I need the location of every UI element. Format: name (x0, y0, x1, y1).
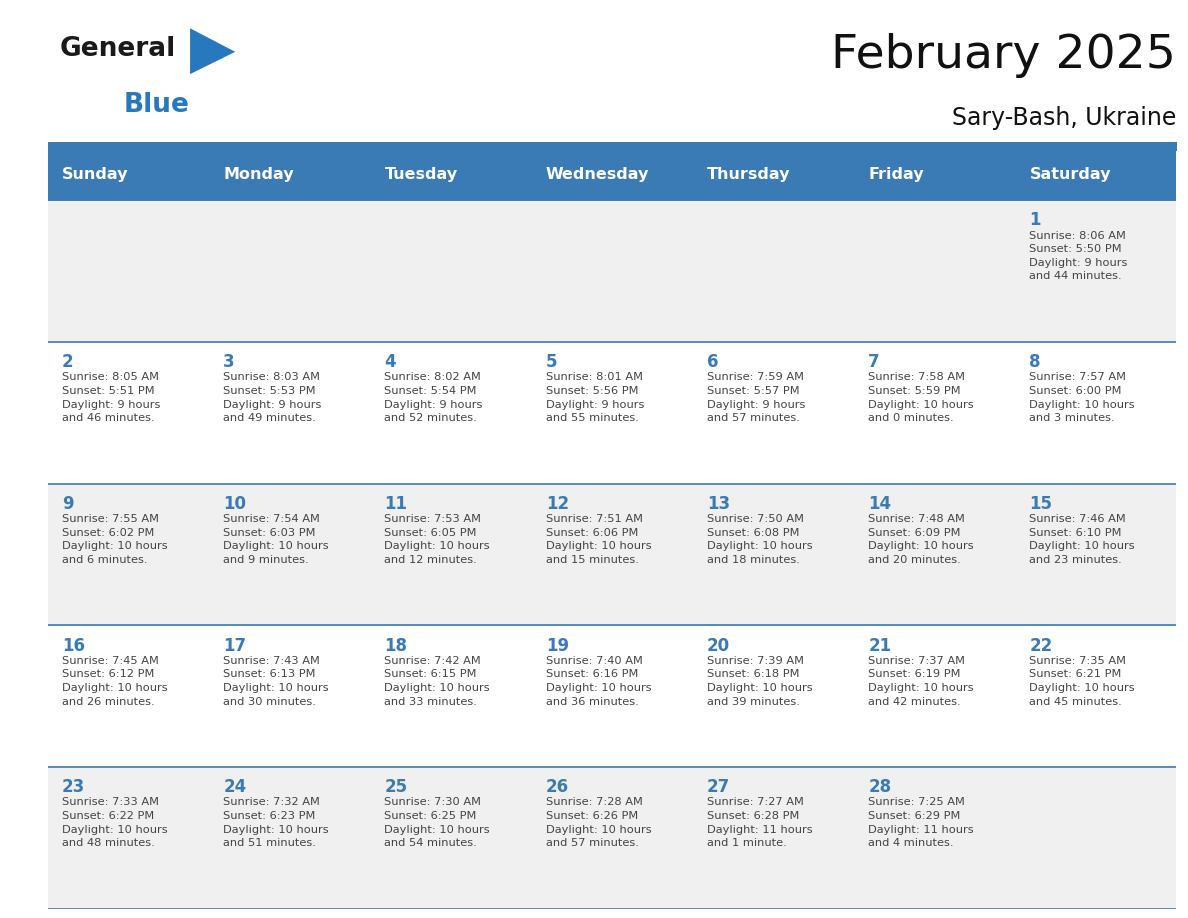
Text: Sunrise: 8:06 AM
Sunset: 5:50 PM
Daylight: 9 hours
and 44 minutes.: Sunrise: 8:06 AM Sunset: 5:50 PM Dayligh… (1029, 230, 1127, 282)
Text: Sunrise: 7:37 AM
Sunset: 6:19 PM
Daylight: 10 hours
and 42 minutes.: Sunrise: 7:37 AM Sunset: 6:19 PM Dayligh… (868, 655, 974, 707)
Text: 3: 3 (223, 353, 235, 371)
Text: Sunrise: 7:50 AM
Sunset: 6:08 PM
Daylight: 10 hours
and 18 minutes.: Sunrise: 7:50 AM Sunset: 6:08 PM Dayligh… (707, 514, 813, 565)
Text: Sunrise: 7:51 AM
Sunset: 6:06 PM
Daylight: 10 hours
and 15 minutes.: Sunrise: 7:51 AM Sunset: 6:06 PM Dayligh… (545, 514, 651, 565)
Text: Sunrise: 7:59 AM
Sunset: 5:57 PM
Daylight: 9 hours
and 57 minutes.: Sunrise: 7:59 AM Sunset: 5:57 PM Dayligh… (707, 373, 805, 423)
Text: 6: 6 (707, 353, 719, 371)
Text: Sunrise: 7:27 AM
Sunset: 6:28 PM
Daylight: 11 hours
and 1 minute.: Sunrise: 7:27 AM Sunset: 6:28 PM Dayligh… (707, 798, 813, 848)
Bar (209, 150, 369, 200)
Text: Sunrise: 8:02 AM
Sunset: 5:54 PM
Daylight: 9 hours
and 52 minutes.: Sunrise: 8:02 AM Sunset: 5:54 PM Dayligh… (385, 373, 482, 423)
Text: 20: 20 (707, 636, 731, 655)
Text: Sunrise: 8:05 AM
Sunset: 5:51 PM
Daylight: 9 hours
and 46 minutes.: Sunrise: 8:05 AM Sunset: 5:51 PM Dayligh… (62, 373, 160, 423)
Text: Tuesday: Tuesday (385, 167, 457, 183)
Bar (693, 150, 854, 200)
Text: Sunrise: 7:58 AM
Sunset: 5:59 PM
Daylight: 10 hours
and 0 minutes.: Sunrise: 7:58 AM Sunset: 5:59 PM Dayligh… (868, 373, 974, 423)
Text: Sunrise: 7:57 AM
Sunset: 6:00 PM
Daylight: 10 hours
and 3 minutes.: Sunrise: 7:57 AM Sunset: 6:00 PM Dayligh… (1029, 373, 1135, 423)
Bar (48, 625, 1176, 767)
Text: Sunrise: 7:33 AM
Sunset: 6:22 PM
Daylight: 10 hours
and 48 minutes.: Sunrise: 7:33 AM Sunset: 6:22 PM Dayligh… (62, 798, 168, 848)
Text: 22: 22 (1029, 636, 1053, 655)
Text: 24: 24 (223, 778, 246, 796)
Text: Sunrise: 7:40 AM
Sunset: 6:16 PM
Daylight: 10 hours
and 36 minutes.: Sunrise: 7:40 AM Sunset: 6:16 PM Dayligh… (545, 655, 651, 707)
Text: Saturday: Saturday (1029, 167, 1111, 183)
Bar (48, 767, 1176, 909)
Text: 7: 7 (868, 353, 880, 371)
Bar (531, 150, 693, 200)
Text: Sunrise: 7:55 AM
Sunset: 6:02 PM
Daylight: 10 hours
and 6 minutes.: Sunrise: 7:55 AM Sunset: 6:02 PM Dayligh… (62, 514, 168, 565)
Text: February 2025: February 2025 (832, 33, 1176, 78)
Text: 21: 21 (868, 636, 891, 655)
Text: 13: 13 (707, 495, 731, 513)
Text: 12: 12 (545, 495, 569, 513)
Text: 25: 25 (385, 778, 407, 796)
Bar (48, 342, 1176, 484)
Text: 23: 23 (62, 778, 86, 796)
Text: 28: 28 (868, 778, 891, 796)
Text: Blue: Blue (124, 92, 189, 118)
Text: Friday: Friday (868, 167, 924, 183)
Bar (48, 150, 209, 200)
Text: 15: 15 (1029, 495, 1053, 513)
Text: Sunrise: 7:45 AM
Sunset: 6:12 PM
Daylight: 10 hours
and 26 minutes.: Sunrise: 7:45 AM Sunset: 6:12 PM Dayligh… (62, 655, 168, 707)
Text: Sunrise: 7:54 AM
Sunset: 6:03 PM
Daylight: 10 hours
and 9 minutes.: Sunrise: 7:54 AM Sunset: 6:03 PM Dayligh… (223, 514, 329, 565)
Text: 19: 19 (545, 636, 569, 655)
Text: Sunday: Sunday (62, 167, 128, 183)
Text: 18: 18 (385, 636, 407, 655)
Text: Sunrise: 7:42 AM
Sunset: 6:15 PM
Daylight: 10 hours
and 33 minutes.: Sunrise: 7:42 AM Sunset: 6:15 PM Dayligh… (385, 655, 491, 707)
Text: 2: 2 (62, 353, 74, 371)
Text: Sunrise: 7:53 AM
Sunset: 6:05 PM
Daylight: 10 hours
and 12 minutes.: Sunrise: 7:53 AM Sunset: 6:05 PM Dayligh… (385, 514, 491, 565)
Text: 5: 5 (545, 353, 557, 371)
Text: Sunrise: 8:01 AM
Sunset: 5:56 PM
Daylight: 9 hours
and 55 minutes.: Sunrise: 8:01 AM Sunset: 5:56 PM Dayligh… (545, 373, 644, 423)
Bar (369, 150, 531, 200)
Text: 26: 26 (545, 778, 569, 796)
Text: Sunrise: 7:28 AM
Sunset: 6:26 PM
Daylight: 10 hours
and 57 minutes.: Sunrise: 7:28 AM Sunset: 6:26 PM Dayligh… (545, 798, 651, 848)
Bar (1015, 150, 1176, 200)
Text: Sunrise: 7:35 AM
Sunset: 6:21 PM
Daylight: 10 hours
and 45 minutes.: Sunrise: 7:35 AM Sunset: 6:21 PM Dayligh… (1029, 655, 1135, 707)
Text: Sunrise: 7:46 AM
Sunset: 6:10 PM
Daylight: 10 hours
and 23 minutes.: Sunrise: 7:46 AM Sunset: 6:10 PM Dayligh… (1029, 514, 1135, 565)
Polygon shape (190, 28, 235, 74)
Text: 8: 8 (1029, 353, 1041, 371)
Text: Wednesday: Wednesday (545, 167, 649, 183)
Text: 27: 27 (707, 778, 731, 796)
Text: 1: 1 (1029, 211, 1041, 230)
Text: Sunrise: 7:25 AM
Sunset: 6:29 PM
Daylight: 11 hours
and 4 minutes.: Sunrise: 7:25 AM Sunset: 6:29 PM Dayligh… (868, 798, 974, 848)
Text: Sunrise: 8:03 AM
Sunset: 5:53 PM
Daylight: 9 hours
and 49 minutes.: Sunrise: 8:03 AM Sunset: 5:53 PM Dayligh… (223, 373, 322, 423)
Text: Sunrise: 7:32 AM
Sunset: 6:23 PM
Daylight: 10 hours
and 51 minutes.: Sunrise: 7:32 AM Sunset: 6:23 PM Dayligh… (223, 798, 329, 848)
Bar (48, 200, 1176, 342)
Text: 17: 17 (223, 636, 246, 655)
Text: 14: 14 (868, 495, 891, 513)
Text: Monday: Monday (223, 167, 293, 183)
Text: General: General (59, 37, 176, 62)
Bar (48, 484, 1176, 625)
Text: 16: 16 (62, 636, 86, 655)
Text: Thursday: Thursday (707, 167, 790, 183)
Text: 10: 10 (223, 495, 246, 513)
Text: 9: 9 (62, 495, 74, 513)
Text: Sunrise: 7:39 AM
Sunset: 6:18 PM
Daylight: 10 hours
and 39 minutes.: Sunrise: 7:39 AM Sunset: 6:18 PM Dayligh… (707, 655, 813, 707)
Text: Sunrise: 7:48 AM
Sunset: 6:09 PM
Daylight: 10 hours
and 20 minutes.: Sunrise: 7:48 AM Sunset: 6:09 PM Dayligh… (868, 514, 974, 565)
Text: 4: 4 (385, 353, 396, 371)
Text: Sunrise: 7:30 AM
Sunset: 6:25 PM
Daylight: 10 hours
and 54 minutes.: Sunrise: 7:30 AM Sunset: 6:25 PM Dayligh… (385, 798, 491, 848)
Text: Sunrise: 7:43 AM
Sunset: 6:13 PM
Daylight: 10 hours
and 30 minutes.: Sunrise: 7:43 AM Sunset: 6:13 PM Dayligh… (223, 655, 329, 707)
Text: Sary-Bash, Ukraine: Sary-Bash, Ukraine (952, 106, 1176, 129)
Bar (854, 150, 1015, 200)
Text: 11: 11 (385, 495, 407, 513)
